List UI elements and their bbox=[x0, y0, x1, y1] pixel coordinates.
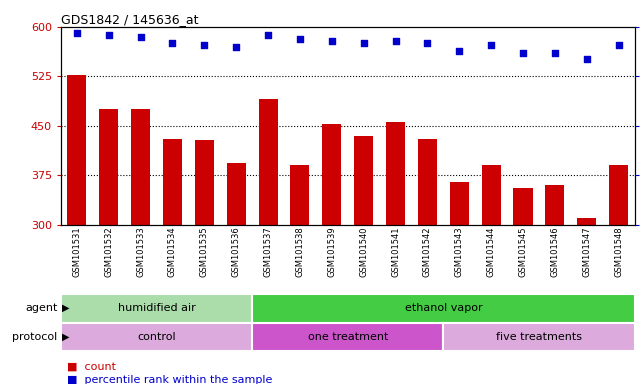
Bar bbox=[578, 218, 596, 225]
Text: ▶: ▶ bbox=[62, 303, 70, 313]
Text: humidified air: humidified air bbox=[118, 303, 196, 313]
Point bbox=[550, 50, 560, 56]
Bar bbox=[99, 109, 118, 225]
Bar bbox=[61, 323, 252, 351]
Point bbox=[581, 55, 592, 61]
Bar bbox=[545, 185, 565, 225]
Bar bbox=[322, 124, 342, 225]
Point bbox=[422, 40, 433, 46]
Bar bbox=[163, 139, 182, 225]
Bar bbox=[195, 140, 214, 225]
Point bbox=[72, 30, 82, 36]
Bar bbox=[61, 294, 252, 323]
Point bbox=[295, 36, 305, 42]
Bar bbox=[450, 182, 469, 225]
Point bbox=[167, 40, 178, 46]
Bar bbox=[444, 323, 635, 351]
Bar bbox=[354, 136, 373, 225]
Point bbox=[327, 38, 337, 44]
Bar bbox=[252, 294, 635, 323]
Text: ■  count: ■ count bbox=[67, 362, 116, 372]
Bar bbox=[418, 139, 437, 225]
Point bbox=[263, 32, 273, 38]
Point bbox=[390, 38, 401, 44]
Bar bbox=[67, 75, 87, 225]
Point bbox=[486, 41, 496, 48]
Text: ▶: ▶ bbox=[62, 332, 70, 342]
Text: agent: agent bbox=[25, 303, 58, 313]
Point bbox=[454, 48, 465, 54]
Bar bbox=[131, 109, 150, 225]
Text: ethanol vapor: ethanol vapor bbox=[404, 303, 482, 313]
Point bbox=[104, 32, 114, 38]
Text: one treatment: one treatment bbox=[308, 332, 388, 342]
Bar bbox=[252, 323, 444, 351]
Point bbox=[135, 34, 146, 40]
Bar bbox=[481, 166, 501, 225]
Bar bbox=[386, 122, 405, 225]
Bar bbox=[609, 166, 628, 225]
Point bbox=[613, 41, 624, 48]
Text: five treatments: five treatments bbox=[496, 332, 582, 342]
Bar bbox=[258, 99, 278, 225]
Text: control: control bbox=[137, 332, 176, 342]
Text: GDS1842 / 145636_at: GDS1842 / 145636_at bbox=[61, 13, 199, 26]
Point bbox=[231, 44, 241, 50]
Bar bbox=[513, 189, 533, 225]
Bar bbox=[227, 163, 246, 225]
Text: ■  percentile rank within the sample: ■ percentile rank within the sample bbox=[67, 375, 272, 384]
Point bbox=[199, 41, 210, 48]
Point bbox=[358, 40, 369, 46]
Bar bbox=[290, 166, 310, 225]
Text: protocol: protocol bbox=[12, 332, 58, 342]
Point bbox=[518, 50, 528, 56]
